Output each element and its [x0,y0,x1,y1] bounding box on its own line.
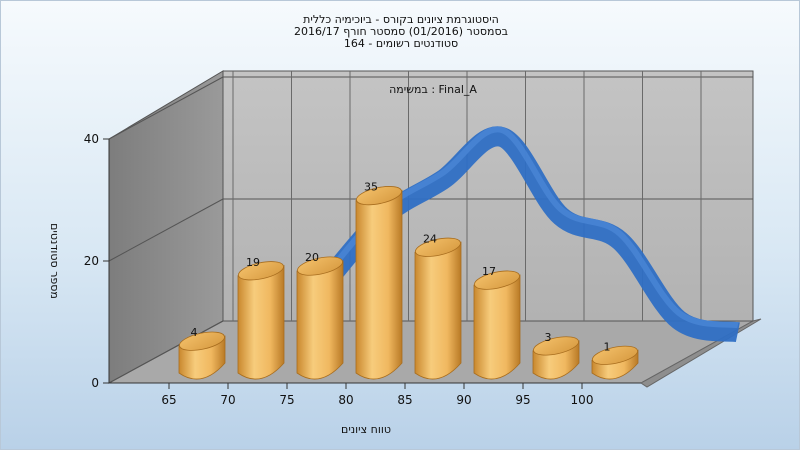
chart-subtitle: במשימה : Final_A [389,83,477,96]
x-tick-label: 85 [397,393,412,407]
chart-title-line-1: היסטוגרמת ציונים בקורס - ביוכימיה כללית [303,13,499,26]
bar-top [179,331,225,351]
bar-body [414,241,462,380]
bar: 1 [591,340,639,380]
bar-top [415,237,461,257]
bar-top [533,336,579,356]
bar-value-label: 1 [604,340,611,353]
bar: 35 [355,181,403,380]
bar-top [356,186,402,206]
bar: 17 [473,265,521,380]
y-tick-label: 40 [84,132,99,146]
bar-value-label: 3 [545,331,552,344]
bar-body [473,274,521,380]
bar: 20 [296,251,344,380]
bar-top [238,261,284,281]
gridline-side [108,76,224,140]
bar-value-label: 24 [423,232,437,245]
bar-value-label: 17 [482,265,496,278]
x-tick-label: 90 [456,393,471,407]
bar-body [296,260,344,380]
bar-value-label: 19 [246,256,260,269]
bar-top [297,256,343,276]
bar-top [474,270,520,290]
bar-value-label: 20 [305,251,319,264]
bar: 3 [532,331,580,380]
bar-value-label: 4 [191,326,198,339]
x-tick-label: 100 [571,393,594,407]
bar-body [237,264,285,380]
x-tick-label: 65 [161,393,176,407]
y-axis: 0 20 40 [84,132,110,390]
chart-title-line-3: סטודנטים רשומים - 164 [343,37,459,50]
x-tick-label: 70 [220,393,235,407]
bar: 4 [178,326,226,380]
bar-body [355,189,403,380]
y-axis-title: מספר סטודנטים [48,223,61,299]
bar: 19 [237,256,285,380]
x-axis-title: טווח ציונים [341,423,391,436]
bar-value-label: 35 [364,181,378,194]
y-tick-label: 20 [84,254,99,268]
gridline-side [108,320,224,384]
x-tick-label: 75 [279,393,294,407]
y-tick-label: 0 [91,376,99,390]
chart-title-line-2: בסמסטר (01/2016) סמסטר חורף 2016/17 [294,25,508,38]
bar: 24 [414,232,462,380]
x-tick-label: 80 [338,393,353,407]
x-axis: 65 70 75 80 85 90 95 100 [109,382,641,407]
bars: 4 19 20 35 24 17 3 1 [178,181,639,380]
gridline-side [108,198,224,262]
x-tick-label: 95 [515,393,530,407]
bar-top [592,345,638,365]
